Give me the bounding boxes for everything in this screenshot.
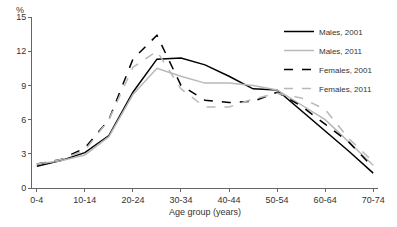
svg-text:Females, 2001: Females, 2001	[319, 66, 372, 75]
svg-text:60-64: 60-64	[314, 195, 337, 205]
svg-text:40-44: 40-44	[218, 195, 241, 205]
svg-text:Age group (years): Age group (years)	[169, 207, 241, 217]
svg-text:6: 6	[21, 115, 26, 125]
svg-text:9: 9	[21, 81, 26, 91]
svg-text:15: 15	[16, 12, 26, 22]
svg-text:20-24: 20-24	[121, 195, 144, 205]
svg-text:10-14: 10-14	[73, 195, 96, 205]
svg-text:Males, 2001: Males, 2001	[319, 28, 363, 37]
svg-text:50-54: 50-54	[266, 195, 289, 205]
svg-text:70-74: 70-74	[362, 195, 385, 205]
svg-text:30-34: 30-34	[169, 195, 192, 205]
svg-text:Females, 2011: Females, 2011	[319, 85, 372, 94]
svg-text:%: %	[16, 5, 24, 15]
svg-text:12: 12	[16, 46, 26, 56]
svg-text:0: 0	[21, 183, 26, 193]
svg-text:3: 3	[21, 149, 26, 159]
svg-text:Males, 2011: Males, 2011	[319, 47, 363, 56]
svg-text:0-4: 0-4	[30, 195, 43, 205]
